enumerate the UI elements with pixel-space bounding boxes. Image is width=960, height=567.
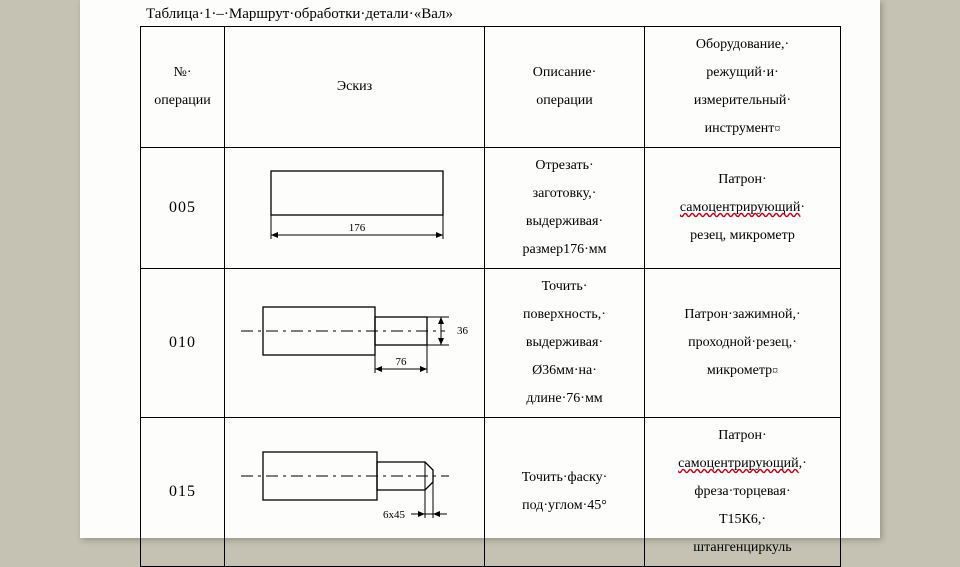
table-row: 010 36 76 Точить·поверхность,·выдерживая·Ø3… [141, 269, 841, 418]
cell-equipment: Патрон·самоцентрирующий·резец, микрометр [645, 148, 841, 269]
cell-op-number: 005 [141, 148, 225, 269]
document-page: Таблица·1·–·Маршрут·обработки·детали·«Ва… [80, 0, 880, 538]
cell-sketch: 176 [225, 148, 485, 269]
header-sketch: Эскиз [225, 27, 485, 148]
header-equipment: Оборудование,·режущий·и·измерительный·ин… [645, 27, 841, 148]
cell-op-number: 015 [141, 418, 225, 567]
cell-equipment: Патрон·зажимной,·проходной·резец,·микром… [645, 269, 841, 418]
header-op-number: №·операции [141, 27, 225, 148]
cell-sketch: 36 76 [225, 269, 485, 418]
table-row: 005 176 Отрезать·заготовку,·выдерживая·раз… [141, 148, 841, 269]
cell-sketch: 6х45 [225, 418, 485, 567]
cell-description: Точить·фаску·под·углом·45° [485, 418, 645, 567]
table-header-row: №·операции Эскиз Описание·операции Обору… [141, 27, 841, 148]
cell-description: Отрезать·заготовку,·выдерживая·размер176… [485, 148, 645, 269]
svg-text:6х45: 6х45 [383, 509, 406, 521]
svg-text:176: 176 [348, 222, 365, 234]
cell-description: Точить·поверхность,·выдерживая·Ø36мм·на·… [485, 269, 645, 418]
table-row: 015 6х45 Точить·фаску·под·углом·45°Патрон·… [141, 418, 841, 567]
route-table: №·операции Эскиз Описание·операции Обору… [140, 26, 841, 567]
svg-text:76: 76 [395, 356, 407, 368]
cell-op-number: 010 [141, 269, 225, 418]
table-caption: Таблица·1·–·Маршрут·обработки·детали·«Ва… [146, 6, 453, 23]
svg-text:36: 36 [457, 325, 469, 337]
header-description: Описание·операции [485, 27, 645, 148]
cell-equipment: Патрон·самоцентрирующий,·фреза·торцевая·… [645, 418, 841, 567]
